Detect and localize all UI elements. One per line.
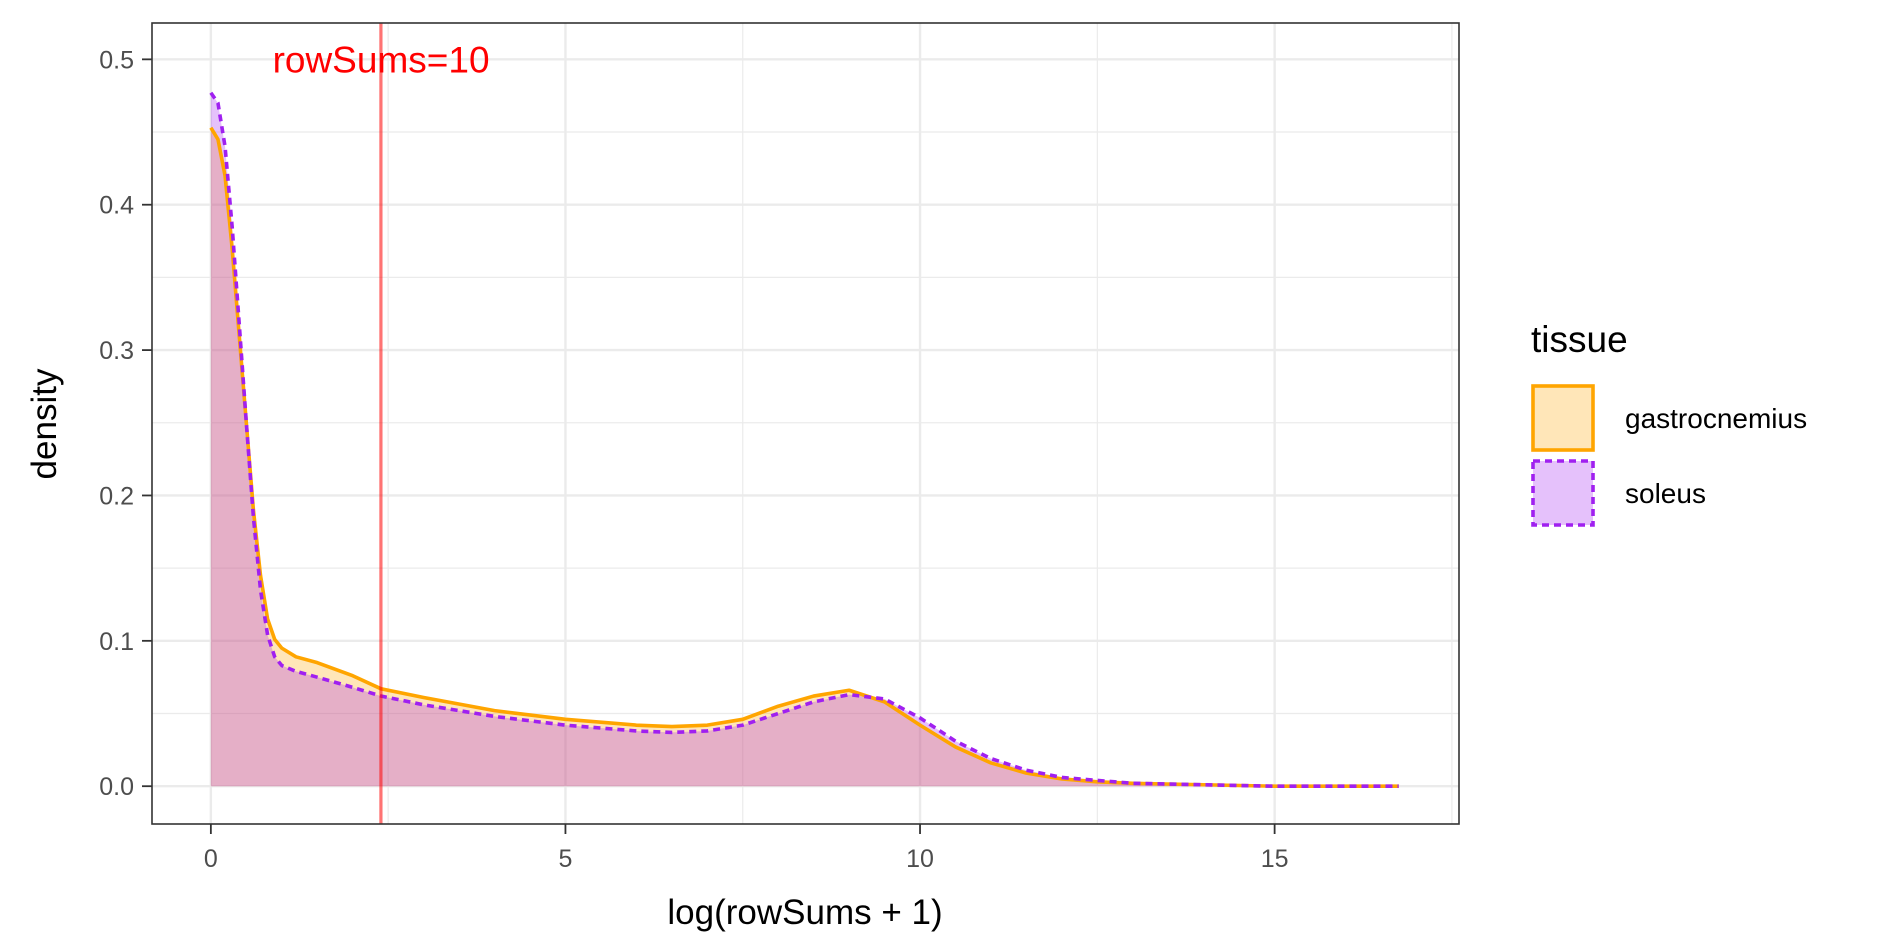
area-gastrocnemius	[210, 127, 1399, 787]
x-axis: 0 5 10 15	[204, 824, 1289, 873]
plot-panel: rowSums=10	[151, 22, 1460, 825]
density-areas	[210, 92, 1399, 787]
x-tick-label: 10	[906, 845, 934, 873]
legend-label-gastrocnemius: gastrocnemius	[1625, 403, 1807, 434]
legend-key-bg	[1531, 459, 1595, 527]
legend: tissue gastrocnemius soleus	[1531, 319, 1807, 527]
legend-label-soleus: soleus	[1625, 478, 1706, 509]
threshold-annotation: rowSums=10	[273, 39, 490, 80]
y-tick-label: 0.0	[99, 773, 134, 801]
grid-lines	[152, 23, 1459, 824]
line-gastrocnemius	[209, 126, 1399, 789]
y-axis: 0.0 0.1 0.2 0.3 0.4 0.5	[99, 46, 152, 801]
y-tick-label: 0.1	[99, 628, 134, 656]
line-soleus	[209, 91, 1399, 789]
y-tick-label: 0.5	[99, 46, 134, 74]
x-tick-label: 5	[558, 845, 572, 873]
y-tick-label: 0.4	[99, 192, 134, 220]
area-soleus	[210, 92, 1399, 787]
legend-key-bg	[1531, 384, 1595, 452]
x-axis-title: log(rowSums + 1)	[667, 893, 942, 932]
density-lines	[209, 91, 1399, 789]
legend-key-soleus	[1531, 459, 1595, 527]
x-tick-label: 0	[204, 845, 218, 873]
legend-title: tissue	[1531, 319, 1628, 360]
y-axis-title: density	[25, 368, 64, 479]
legend-key-gastrocnemius	[1531, 384, 1595, 452]
panel-border	[151, 22, 1460, 825]
x-tick-label: 15	[1261, 845, 1289, 873]
y-tick-label: 0.3	[99, 337, 134, 365]
panel-background	[152, 23, 1459, 824]
y-tick-label: 0.2	[99, 482, 134, 510]
